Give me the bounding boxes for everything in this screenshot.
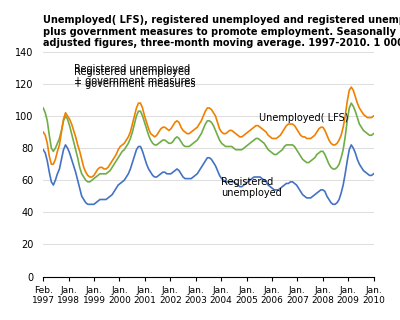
Text: Registered unemployed
+ government measures: Registered unemployed + government measu…: [74, 64, 195, 86]
Text: Registered unemployed
+ government measures: Registered unemployed + government measu…: [74, 68, 195, 89]
Text: Unemployed( LFS), registered unemployed and registered unemployed
plus governmen: Unemployed( LFS), registered unemployed …: [43, 15, 400, 48]
Text: Registered
unemployed: Registered unemployed: [221, 177, 282, 198]
Text: Unemployed( LFS): Unemployed( LFS): [259, 113, 349, 123]
